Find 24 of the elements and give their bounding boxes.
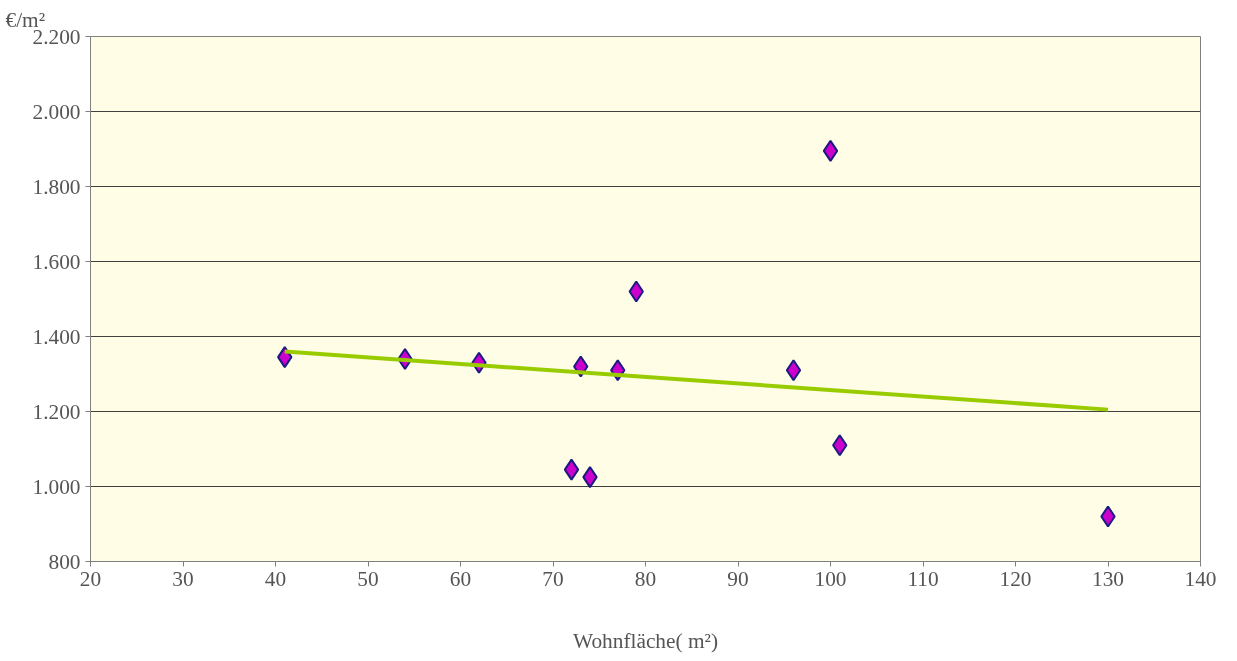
x-tick-label: 110 — [907, 566, 939, 591]
point — [822, 139, 839, 162]
x-tick-label: 20 — [79, 566, 102, 591]
x-axis-title: Wohnfläche( m²) — [572, 628, 719, 653]
y-tick-label: 1.800 — [32, 174, 81, 199]
y-tick-label: 1.200 — [32, 399, 81, 424]
x-tick-label: 90 — [727, 566, 749, 591]
x-tick-label: 130 — [1092, 566, 1124, 591]
x-tick-label: 30 — [172, 566, 194, 591]
y-tick-label: 1.000 — [32, 474, 81, 499]
x-tick-label: 60 — [449, 566, 472, 591]
x-tick-label: 40 — [264, 566, 287, 591]
point — [785, 359, 802, 382]
x-tick-label: 70 — [542, 566, 564, 591]
y-tick-label: 800 — [48, 549, 81, 574]
x-tick-label: 50 — [357, 566, 379, 591]
y-tick-label: 1.400 — [32, 324, 81, 349]
y-tick-label: 1.600 — [32, 249, 81, 274]
x-tick-label: 100 — [814, 566, 847, 591]
x-tick-label: 120 — [999, 566, 1032, 591]
x-tick-label: 80 — [634, 566, 657, 591]
y-tick-label: 2.000 — [32, 99, 81, 124]
point — [563, 458, 580, 481]
x-tick-label: 140 — [1184, 566, 1217, 591]
